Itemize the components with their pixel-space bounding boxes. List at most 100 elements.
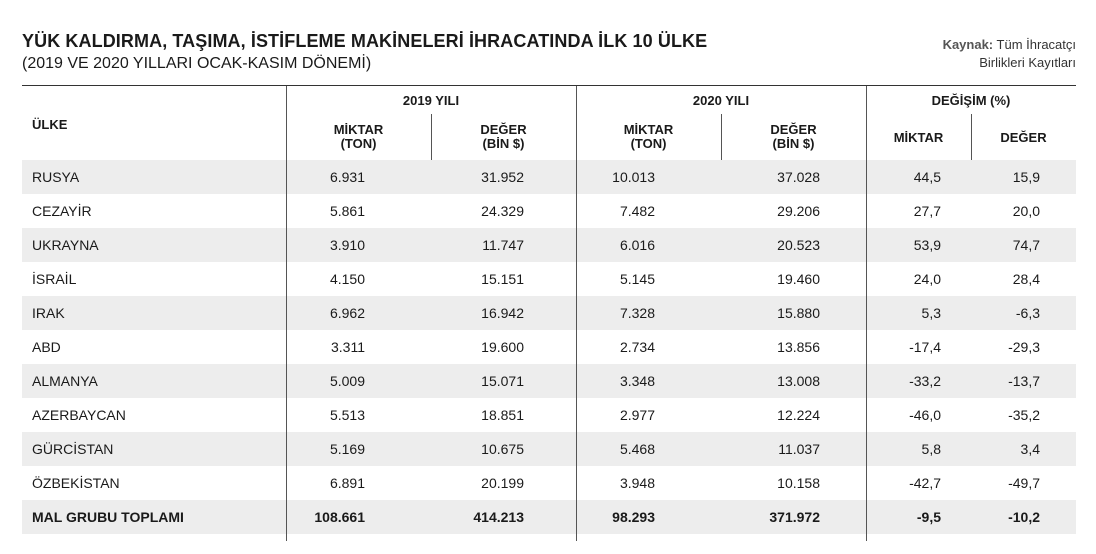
column-divider — [866, 86, 867, 541]
cell-v2020: 20.523 — [777, 237, 820, 253]
column-divider — [431, 114, 432, 160]
cell-v2020: 10.158 — [777, 475, 820, 491]
header-year-2019: 2019 YILI — [402, 93, 460, 108]
cell-q2020: 2.734 — [619, 339, 655, 355]
cell-country: IRAK — [32, 305, 65, 321]
cell-v2020: 29.206 — [777, 203, 820, 219]
table-row: AZERBAYCAN 5.513 18.851 2.977 12.224 -46,0 -35… — [22, 398, 1076, 432]
cell-dq: -17,4 — [909, 339, 941, 355]
export-table: RUSYA 6.931 31.952 10.013 37.028 44,5 15,9 CEZA… — [22, 160, 1076, 534]
cell-q2020: 7.482 — [619, 203, 655, 219]
row-shade — [22, 296, 1076, 330]
row-shade — [22, 160, 1076, 194]
cell-v2019: 414.213 — [473, 509, 524, 525]
row-shade — [22, 364, 1076, 398]
cell-v2019: 15.071 — [481, 373, 524, 389]
cell-country: MAL GRUBU TOPLAMI — [32, 509, 184, 525]
header-change-value: DEĞER — [1000, 130, 1047, 145]
source-label: Kaynak: — [942, 37, 994, 52]
cell-q2019: 4.150 — [329, 271, 365, 287]
cell-dv: 15,9 — [1012, 169, 1040, 185]
header-year-2020: 2020 YILI — [692, 93, 750, 108]
header-2019-quantity: MİKTAR (TON) — [333, 122, 384, 151]
cell-country: UKRAYNA — [32, 237, 99, 253]
cell-q2020: 3.348 — [619, 373, 655, 389]
cell-dq: -42,7 — [909, 475, 941, 491]
cell-v2019: 20.199 — [481, 475, 524, 491]
cell-q2019: 3.311 — [331, 339, 365, 355]
header-country: ÜLKE — [32, 117, 68, 132]
column-divider — [576, 86, 577, 541]
cell-v2020: 371.972 — [769, 509, 820, 525]
cell-v2020: 15.880 — [777, 305, 820, 321]
cell-dv: -10,2 — [1008, 509, 1040, 525]
cell-v2019: 16.942 — [481, 305, 524, 321]
cell-dv: -29,3 — [1008, 339, 1040, 355]
cell-country: ALMANYA — [32, 373, 98, 389]
table-row: GÜRCİSTAN 5.169 10.675 5.468 11.037 5,8 3,4 — [22, 432, 1076, 466]
cell-q2019: 5.169 — [329, 441, 365, 457]
cell-dq: -9,5 — [916, 509, 941, 525]
header-change-quantity: MİKTAR — [893, 130, 944, 145]
total-row: MAL GRUBU TOPLAMI 108.661 414.213 98.293 371… — [22, 500, 1076, 534]
cell-country: RUSYA — [32, 169, 80, 185]
cell-v2019: 15.151 — [481, 271, 524, 287]
cell-dq: 5,3 — [921, 305, 941, 321]
cell-dq: 24,0 — [913, 271, 941, 287]
cell-v2019: 18.851 — [481, 407, 524, 423]
cell-dq: 27,7 — [913, 203, 941, 219]
cell-v2020: 11.037 — [778, 441, 820, 457]
cell-v2020: 13.856 — [777, 339, 820, 355]
cell-v2020: 12.224 — [777, 407, 820, 423]
cell-q2019: 6.931 — [329, 169, 365, 185]
table-title: YÜK KALDIRMA, TAŞIMA, İSTİFLEME MAKİNELE… — [22, 31, 708, 51]
cell-v2020: 37.028 — [777, 169, 820, 185]
table-row: CEZAYİR 5.861 24.329 7.482 29.206 27,7 20,0 — [22, 194, 1076, 228]
table-subtitle: (2019 VE 2020 YILLARI OCAK-KASIM DÖNEMİ) — [22, 55, 372, 72]
cell-country: AZERBAYCAN — [32, 407, 126, 423]
cell-q2020: 3.948 — [619, 475, 655, 491]
row-shade — [22, 228, 1076, 262]
cell-q2020: 7.328 — [619, 305, 655, 321]
table-row: IRAK 6.962 16.942 7.328 15.880 5,3 -6,3 — [22, 296, 1076, 330]
cell-dq: -33,2 — [909, 373, 941, 389]
cell-q2020: 5.468 — [619, 441, 655, 457]
table-row: ABD 3.311 19.600 2.734 13.856 -17,4 -29,3 — [22, 330, 1076, 364]
cell-dv: 74,7 — [1012, 237, 1040, 253]
table-row: İSRAİL 4.150 15.151 5.145 19.460 24,0 28,4 — [22, 262, 1076, 296]
cell-q2020: 2.977 — [619, 407, 655, 423]
header-2020-quantity: MİKTAR (TON) — [623, 122, 674, 151]
cell-v2019: 31.952 — [481, 169, 524, 185]
cell-v2019: 10.675 — [481, 441, 524, 457]
cell-q2019: 6.962 — [329, 305, 365, 321]
cell-q2019: 108.661 — [314, 509, 365, 525]
column-divider — [286, 86, 287, 541]
table-row: ALMANYA 5.009 15.071 3.348 13.008 -33,2 -13,7 — [22, 364, 1076, 398]
cell-dv: 3,4 — [1020, 441, 1040, 457]
row-shade — [22, 500, 1076, 534]
source-line-1: Tüm İhracatçı — [996, 37, 1076, 52]
cell-q2020: 6.016 — [619, 237, 655, 253]
column-divider — [971, 114, 972, 160]
cell-v2019: 24.329 — [481, 203, 524, 219]
cell-q2019: 6.891 — [329, 475, 365, 491]
cell-country: ÖZBEKİSTAN — [32, 475, 120, 491]
header-2019-value: DEĞER (BİN $) — [480, 122, 527, 151]
header-2020-value: DEĞER (BİN $) — [770, 122, 817, 151]
cell-dq: 44,5 — [913, 169, 941, 185]
cell-country: İSRAİL — [32, 271, 77, 287]
row-shade — [22, 432, 1076, 466]
cell-dq: -46,0 — [909, 407, 941, 423]
cell-dv: -6,3 — [1015, 305, 1040, 321]
cell-v2019: 11.747 — [482, 237, 524, 253]
cell-dq: 5,8 — [921, 441, 941, 457]
cell-country: CEZAYİR — [32, 203, 92, 219]
column-divider — [721, 114, 722, 160]
cell-v2020: 13.008 — [777, 373, 820, 389]
cell-dv: -35,2 — [1008, 407, 1040, 423]
cell-q2019: 5.009 — [329, 373, 365, 389]
cell-country: ABD — [32, 339, 61, 355]
cell-dv: -13,7 — [1008, 373, 1040, 389]
cell-q2020: 10.013 — [612, 169, 655, 185]
cell-country: GÜRCİSTAN — [32, 441, 114, 457]
